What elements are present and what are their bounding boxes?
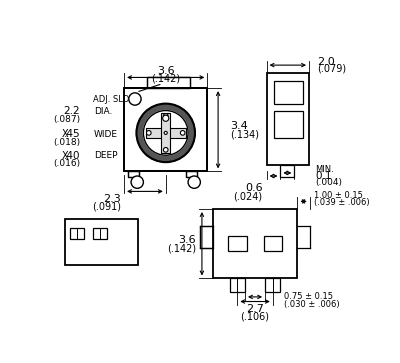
- Circle shape: [180, 131, 185, 135]
- Bar: [93, 228, 107, 239]
- Text: (.142): (.142): [167, 243, 196, 253]
- Text: 3: 3: [134, 177, 140, 187]
- Text: (.024): (.024): [234, 191, 263, 201]
- Text: X: X: [61, 151, 68, 161]
- Text: .45: .45: [64, 130, 80, 139]
- Text: (.004): (.004): [315, 179, 342, 187]
- Text: 0.75 ± 0.15: 0.75 ± 0.15: [284, 292, 333, 301]
- Bar: [147, 77, 190, 88]
- Text: (.018): (.018): [53, 138, 80, 147]
- Bar: [228, 236, 246, 252]
- Bar: [274, 111, 303, 138]
- Text: (.016): (.016): [53, 159, 80, 168]
- Bar: [186, 171, 196, 177]
- Bar: [124, 88, 207, 171]
- Bar: [147, 77, 190, 88]
- Text: 0.1: 0.1: [315, 171, 332, 181]
- Text: DIA.: DIA.: [94, 107, 112, 116]
- Text: 3.6: 3.6: [178, 235, 196, 245]
- Bar: [267, 73, 309, 165]
- Circle shape: [164, 114, 168, 118]
- Text: X: X: [61, 130, 68, 139]
- Bar: [146, 128, 186, 138]
- Circle shape: [131, 176, 144, 188]
- Bar: [265, 278, 280, 292]
- Text: 1.00 ± 0.15: 1.00 ± 0.15: [314, 191, 362, 200]
- Text: (.039 ± .006): (.039 ± .006): [314, 199, 369, 207]
- Text: 2: 2: [132, 94, 138, 104]
- Text: (.091): (.091): [92, 202, 121, 212]
- Bar: [264, 236, 282, 252]
- Text: (.079): (.079): [317, 64, 346, 74]
- Bar: [124, 88, 207, 171]
- Text: WIDE: WIDE: [94, 130, 118, 139]
- Bar: [128, 171, 139, 177]
- Text: 2.0: 2.0: [317, 57, 334, 67]
- Text: (.030 ± .006): (.030 ± .006): [284, 300, 340, 309]
- Bar: [186, 171, 196, 177]
- Text: ADJ. SLOT: ADJ. SLOT: [93, 85, 160, 104]
- Text: 2.3: 2.3: [103, 194, 121, 204]
- Bar: [274, 81, 303, 103]
- Bar: [128, 171, 139, 177]
- Circle shape: [146, 131, 151, 135]
- Bar: [280, 165, 294, 177]
- Bar: [213, 209, 298, 278]
- Bar: [230, 278, 245, 292]
- Text: DEEP: DEEP: [94, 151, 118, 160]
- Circle shape: [163, 115, 169, 121]
- Bar: [161, 113, 170, 153]
- Bar: [70, 228, 84, 239]
- Text: 3.4: 3.4: [230, 121, 248, 131]
- Circle shape: [144, 111, 188, 155]
- Text: 2.2: 2.2: [64, 106, 80, 116]
- Text: 0.6: 0.6: [245, 183, 263, 193]
- Circle shape: [164, 131, 167, 134]
- Bar: [200, 226, 213, 248]
- Text: 2.7: 2.7: [246, 304, 264, 314]
- Text: (.087): (.087): [53, 114, 80, 123]
- Circle shape: [188, 176, 200, 188]
- Text: 3.6: 3.6: [157, 66, 174, 76]
- Circle shape: [129, 93, 141, 105]
- Text: (.106): (.106): [240, 312, 270, 322]
- Text: (.134): (.134): [230, 130, 260, 139]
- Text: (.142): (.142): [151, 73, 180, 83]
- Text: 1: 1: [191, 177, 197, 187]
- Text: MIN.: MIN.: [315, 164, 334, 174]
- Text: .40: .40: [64, 151, 80, 161]
- Circle shape: [164, 147, 168, 152]
- Bar: [65, 219, 138, 265]
